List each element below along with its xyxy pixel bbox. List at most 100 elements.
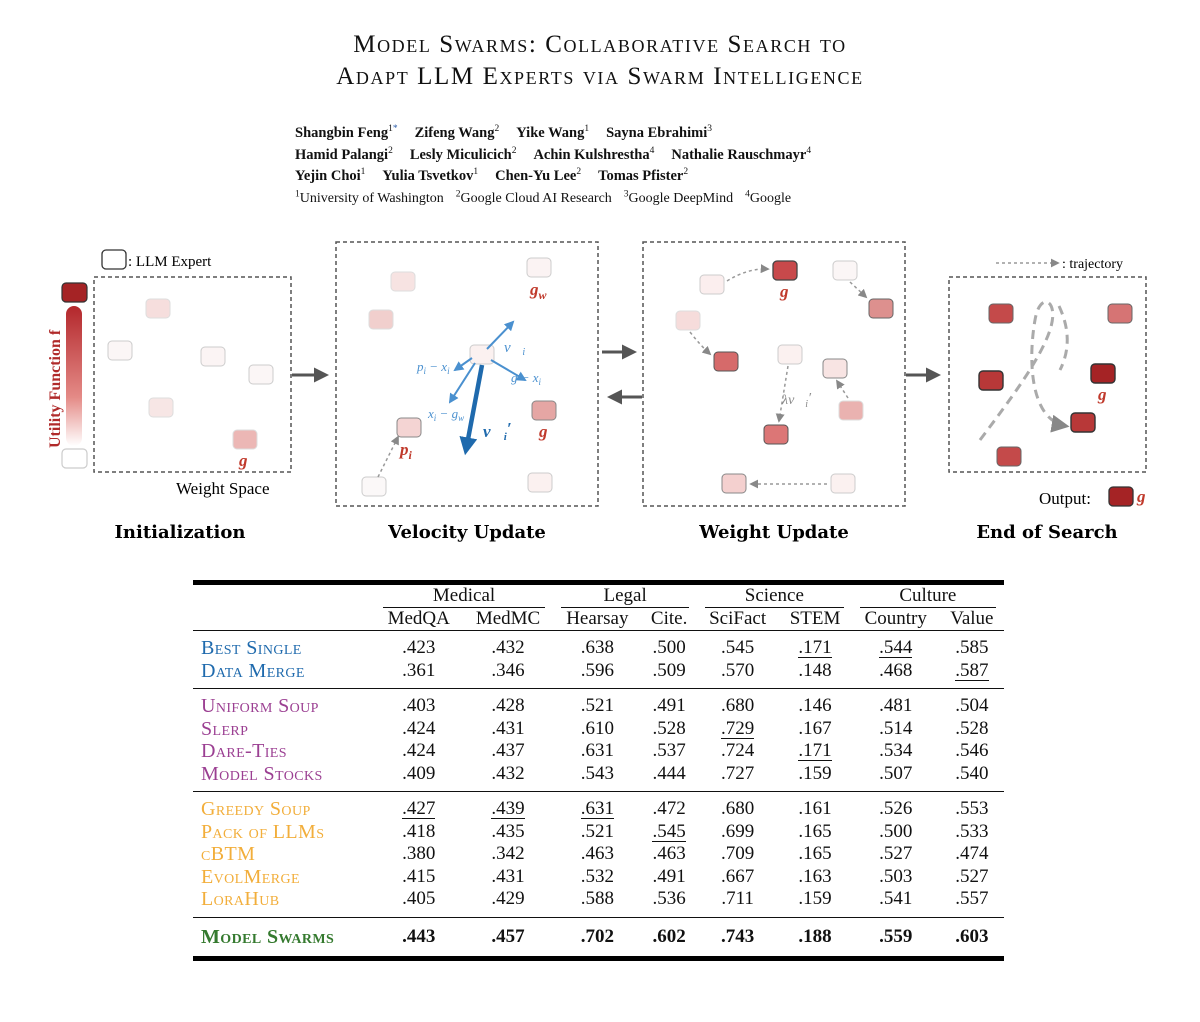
gw-label: gw <box>529 280 548 302</box>
table-row: Model Stocks .409.432.543.444.727.159.507… <box>193 762 1004 792</box>
expert-node <box>721 473 747 494</box>
legend-expert-icon <box>101 249 127 270</box>
table-cell: .680 <box>720 798 755 819</box>
end-g-label: g <box>1097 385 1107 404</box>
legend-expert-label: : LLM Expert <box>128 254 212 270</box>
vector-x-minus-gw <box>448 362 476 404</box>
table-cell: .443 <box>374 917 463 961</box>
weight-space-label: Weight Space <box>176 479 270 498</box>
table-cell: .437 <box>491 740 525 761</box>
table-cell: .557 <box>939 888 1004 918</box>
table-cell: .680 <box>720 695 755 716</box>
author-row: Shangbin Feng1* Zifeng Wang2 Yike Wang1 Say… <box>295 120 915 142</box>
method-name: EvolMerge <box>201 865 300 888</box>
table-row: Dare-Ties .424 .437 .631 .537 .724 .171 .534 .54… <box>193 740 1004 763</box>
table-cell: .424 <box>402 717 436 739</box>
table-cell: .534 <box>879 740 913 761</box>
results-table-body: Best Single .423 .432 .638 .500 .545 .171 .544.… <box>193 631 1004 961</box>
table-cell: .526 <box>879 798 913 819</box>
stage-label-weight: Weight Update <box>698 522 849 543</box>
table-cell: .503 <box>879 865 913 887</box>
affiliations: 1University of Washington 2Google Cloud A… <box>295 185 915 208</box>
model-swarms-figure: : LLM Expert Utility Function f g Weight… <box>47 241 1147 543</box>
table-cell: .380 <box>402 843 436 864</box>
weight-g-label: g <box>779 282 789 301</box>
table-cell: .424 <box>402 740 436 761</box>
table-cell: .559 <box>851 917 940 961</box>
table-column-header: Country <box>851 607 940 631</box>
table-cell: .507 <box>851 762 940 792</box>
table-cell: .544 <box>879 637 913 658</box>
table-cell: .587 <box>939 659 1004 689</box>
table-cell: .435 <box>491 820 525 842</box>
lambda-v-label: λv⃗i′ <box>781 391 812 410</box>
affiliation: 3Google DeepMind <box>623 189 734 207</box>
table-cell: .427 <box>402 798 436 819</box>
init-experts <box>107 298 274 450</box>
table-cell: .545 <box>720 637 755 658</box>
stage-label-initialization: Initialization <box>115 522 246 543</box>
utility-bottom-expert <box>61 448 88 469</box>
table-cell: .161 <box>798 798 832 819</box>
table-cell: .528 <box>652 717 686 739</box>
velocity-update-panel <box>335 241 599 507</box>
expert-node <box>390 271 416 292</box>
author-name: Nathalie Rauschmayr4 <box>671 145 812 163</box>
table-cell: .159 <box>778 762 852 792</box>
table-cell: .432 <box>462 762 554 792</box>
vector-v <box>486 320 515 350</box>
table-cell: .403 <box>402 695 436 716</box>
expert-node <box>1070 412 1096 433</box>
table-cell: .514 <box>879 717 913 739</box>
table-group-header: Culture <box>851 580 1004 608</box>
table-cell: .423 <box>402 637 436 658</box>
table-cell: .533 <box>955 820 989 842</box>
table-cell: .588 <box>553 888 642 918</box>
table-cell: .468 <box>851 659 940 689</box>
init-g-label: g <box>238 451 248 470</box>
table-cell: .444 <box>641 762 697 792</box>
table-cell: .702 <box>553 917 642 961</box>
method-name: Uniform Soup <box>201 695 319 717</box>
table-cell: .481 <box>879 695 913 716</box>
expert-node-g <box>531 400 557 421</box>
affiliation: 2Google Cloud AI Research <box>455 189 612 207</box>
table-cell: .159 <box>778 888 852 918</box>
table-cell: .570 <box>696 659 779 689</box>
table-row: Pack of LLMs .418 .435 .521 .545 .699 .165 .500… <box>193 821 1004 844</box>
table-cell: .509 <box>641 659 697 689</box>
table-row: Best Single .423 .432 .638 .500 .545 .171 .544.… <box>193 631 1004 660</box>
expert-node <box>368 309 394 330</box>
expert-node <box>978 370 1004 391</box>
expert-node <box>527 472 553 493</box>
expert-node <box>248 364 274 385</box>
table-cell: .432 <box>491 637 525 658</box>
affiliation: 4Google <box>745 189 792 207</box>
utility-function-label: Utility Function f <box>47 329 64 448</box>
table-cell: .346 <box>462 659 554 689</box>
table-cell: .711 <box>696 888 779 918</box>
table-cell: .610 <box>580 717 614 739</box>
table-row: Slerp .424 .431 .610 .528 .729 .167 .514 .528 <box>193 718 1004 741</box>
table-column-header: Value <box>939 607 1004 631</box>
table-column-header: SciFact <box>696 607 779 631</box>
table-cell: .638 <box>580 637 614 658</box>
author-name: Yejin Choi1 <box>295 167 366 185</box>
table-cell: .431 <box>491 717 525 739</box>
label-v-prime: v⃗i′ <box>483 419 512 443</box>
expert-node-g <box>1090 363 1116 384</box>
table-group-header: Medical <box>374 580 554 608</box>
author-name: Shangbin Feng1* <box>295 124 398 141</box>
expert-node-p <box>396 417 422 438</box>
table-column-row: MedQA MedMC Hearsay Cite. SciFact STEM Country… <box>193 607 1004 631</box>
pi-label: pi <box>398 440 413 462</box>
method-name: Model Stocks <box>193 762 375 792</box>
table-row: Data Merge .361.346.596.509.570.148.468.5… <box>193 659 1004 689</box>
label-v: v⃗i <box>504 340 525 358</box>
search-trajectory-1 <box>978 300 1070 441</box>
expert-node <box>763 424 789 445</box>
author-row: Yejin Choi1 Yulia Tsvetkov1 Chen-Yu Lee2 To… <box>295 164 915 186</box>
table-column-header: MedMC <box>462 607 554 631</box>
expert-node-x <box>469 344 495 365</box>
table-cell: .405 <box>374 888 463 918</box>
